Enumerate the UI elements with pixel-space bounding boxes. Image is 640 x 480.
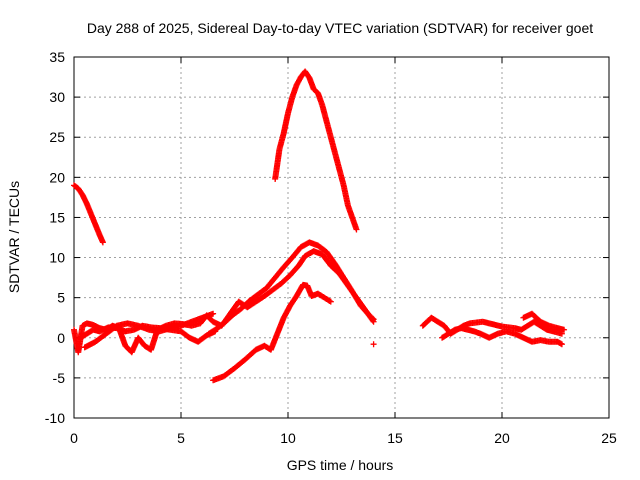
x-tick-label: 15 bbox=[387, 430, 403, 446]
series-sat-h bbox=[419, 314, 565, 337]
series-sat-b bbox=[272, 68, 360, 233]
data-point bbox=[561, 326, 568, 333]
series-sat-g bbox=[81, 310, 217, 351]
y-tick-label: 0 bbox=[57, 330, 65, 346]
data-point bbox=[326, 298, 333, 305]
plot-frame bbox=[73, 56, 610, 419]
data-point bbox=[210, 310, 217, 317]
data-point bbox=[370, 318, 377, 325]
data-points bbox=[71, 68, 568, 384]
x-tick-label: 0 bbox=[70, 430, 78, 446]
data-point bbox=[369, 317, 376, 324]
x-axis-label: GPS time / hours bbox=[287, 457, 394, 473]
x-tick-label: 5 bbox=[177, 430, 185, 446]
y-tick-label: 35 bbox=[49, 49, 65, 65]
grid-lines bbox=[74, 57, 609, 418]
data-point bbox=[327, 298, 334, 305]
chart-title: Day 288 of 2025, Sidereal Day-to-day VTE… bbox=[87, 20, 593, 36]
y-tick-label: 10 bbox=[49, 250, 65, 266]
series-sat-a bbox=[71, 182, 106, 246]
axis-ticks: 0 5 10 15 20 25 -10 -5 0 5 10 15 20 25 30 35 bbox=[45, 49, 617, 446]
x-tick-label: 20 bbox=[494, 430, 510, 446]
y-tick-label: 25 bbox=[49, 129, 65, 145]
y-tick-label: 5 bbox=[57, 290, 65, 306]
y-tick-label: 20 bbox=[49, 169, 65, 185]
y-axis-label: SDTVAR / TECUs bbox=[6, 181, 22, 293]
x-tick-label: 25 bbox=[601, 430, 617, 446]
x-tick-label: 10 bbox=[280, 430, 296, 446]
data-point bbox=[212, 328, 219, 335]
series-sat-d bbox=[210, 281, 334, 384]
data-point bbox=[99, 239, 106, 246]
y-tick-label: -10 bbox=[45, 410, 65, 426]
data-point bbox=[353, 226, 360, 233]
data-point bbox=[370, 341, 377, 348]
y-tick-label: 15 bbox=[49, 209, 65, 225]
data-point bbox=[558, 341, 565, 348]
series-sat-j bbox=[520, 310, 568, 333]
series-sat-k bbox=[370, 341, 377, 348]
y-tick-label: -5 bbox=[53, 370, 66, 386]
series-sat-i bbox=[439, 325, 565, 348]
y-tick-label: 30 bbox=[49, 89, 65, 105]
